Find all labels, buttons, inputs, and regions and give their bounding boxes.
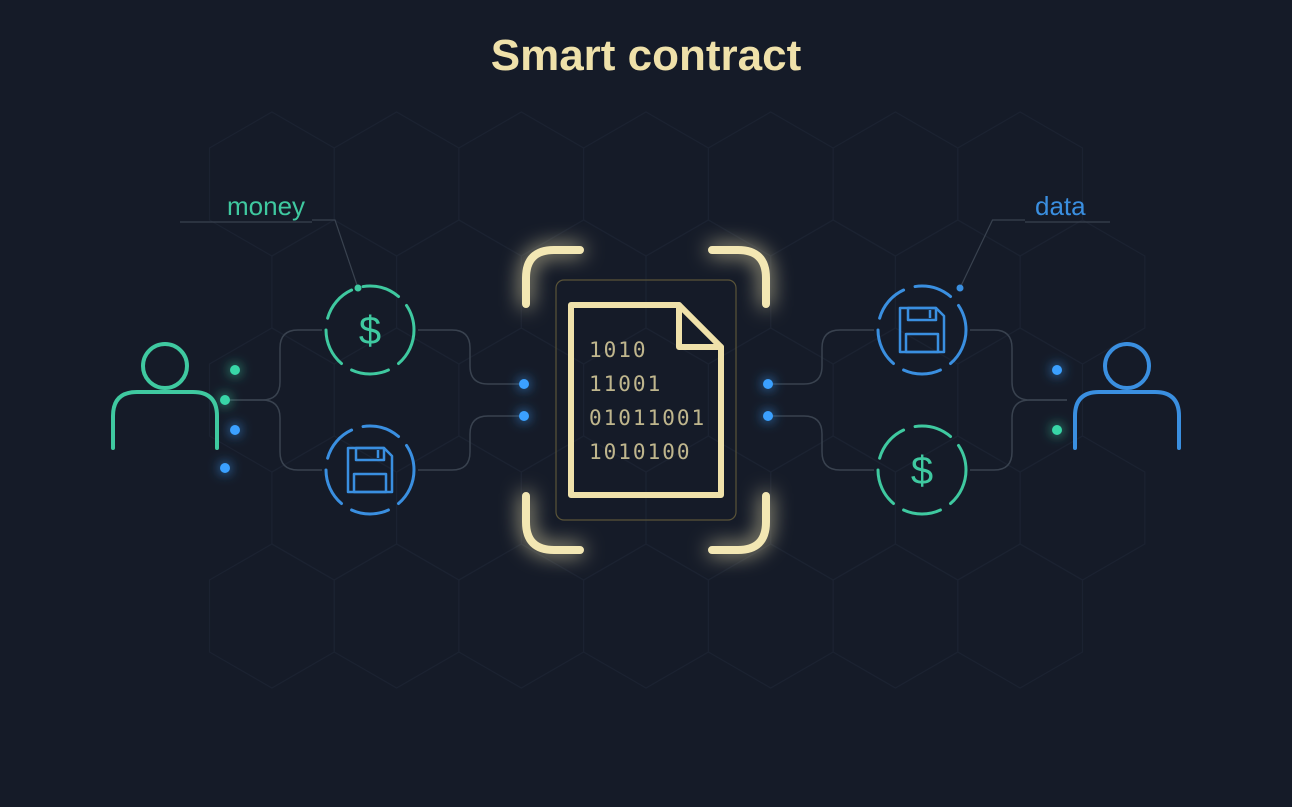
connector-dot bbox=[1052, 365, 1062, 375]
connector-dot bbox=[763, 379, 773, 389]
binary-text: 01011001 bbox=[589, 406, 706, 430]
diagram-title: Smart contract bbox=[491, 31, 802, 80]
connector-dot bbox=[220, 463, 230, 473]
svg-text:$: $ bbox=[911, 449, 933, 493]
binary-text: 1010100 bbox=[589, 440, 692, 464]
connector-dot bbox=[230, 365, 240, 375]
diagram-label: money bbox=[227, 191, 305, 221]
svg-text:$: $ bbox=[359, 309, 381, 353]
connector-dot bbox=[1052, 425, 1062, 435]
diagram-canvas: Smart contract money data $ $1010 11001 010110… bbox=[0, 0, 1292, 807]
connector-dot bbox=[230, 425, 240, 435]
binary-text: 11001 bbox=[589, 372, 662, 396]
connector-dot bbox=[220, 395, 230, 405]
connector-dot bbox=[519, 411, 529, 421]
connector-dot bbox=[519, 379, 529, 389]
diagram-label: data bbox=[1035, 191, 1086, 221]
connector-dot bbox=[763, 411, 773, 421]
binary-text: 1010 bbox=[589, 338, 648, 362]
